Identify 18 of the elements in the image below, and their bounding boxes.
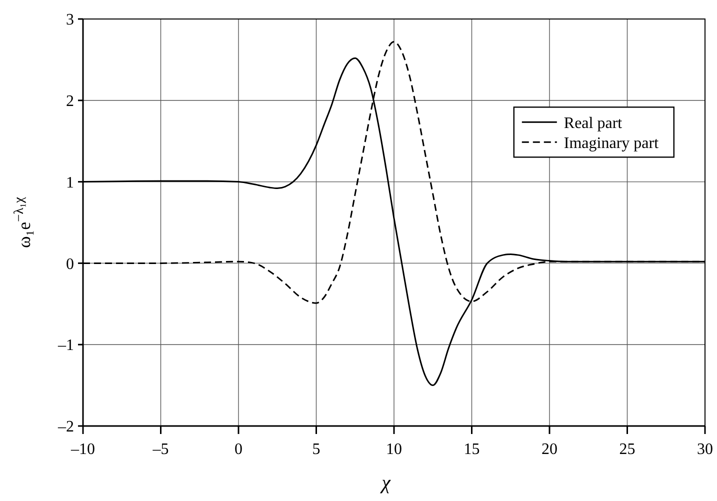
y-tick-label: 0	[66, 256, 74, 273]
y-tick-label: 2	[66, 93, 74, 110]
x-tick-label: 10	[386, 441, 402, 458]
y-tick-label: –2	[57, 418, 74, 436]
legend-label: Imaginary part	[564, 134, 660, 152]
x-tick-label: –10	[70, 441, 95, 458]
x-axis-title: χ	[380, 472, 392, 494]
x-tick-label: 5	[312, 441, 320, 458]
x-tick-label: 15	[464, 441, 480, 458]
y-tick-label: –1	[57, 337, 74, 354]
x-tick-label: 25	[619, 441, 636, 458]
x-tick-label: 20	[542, 441, 558, 458]
x-tick-label: 30	[697, 441, 713, 458]
x-tick-label: –5	[152, 441, 169, 458]
y-tick-label: 3	[66, 12, 74, 29]
y-tick-label: 1	[66, 174, 74, 192]
legend-label: Real part	[564, 114, 623, 132]
x-tick-label: 0	[234, 441, 242, 458]
